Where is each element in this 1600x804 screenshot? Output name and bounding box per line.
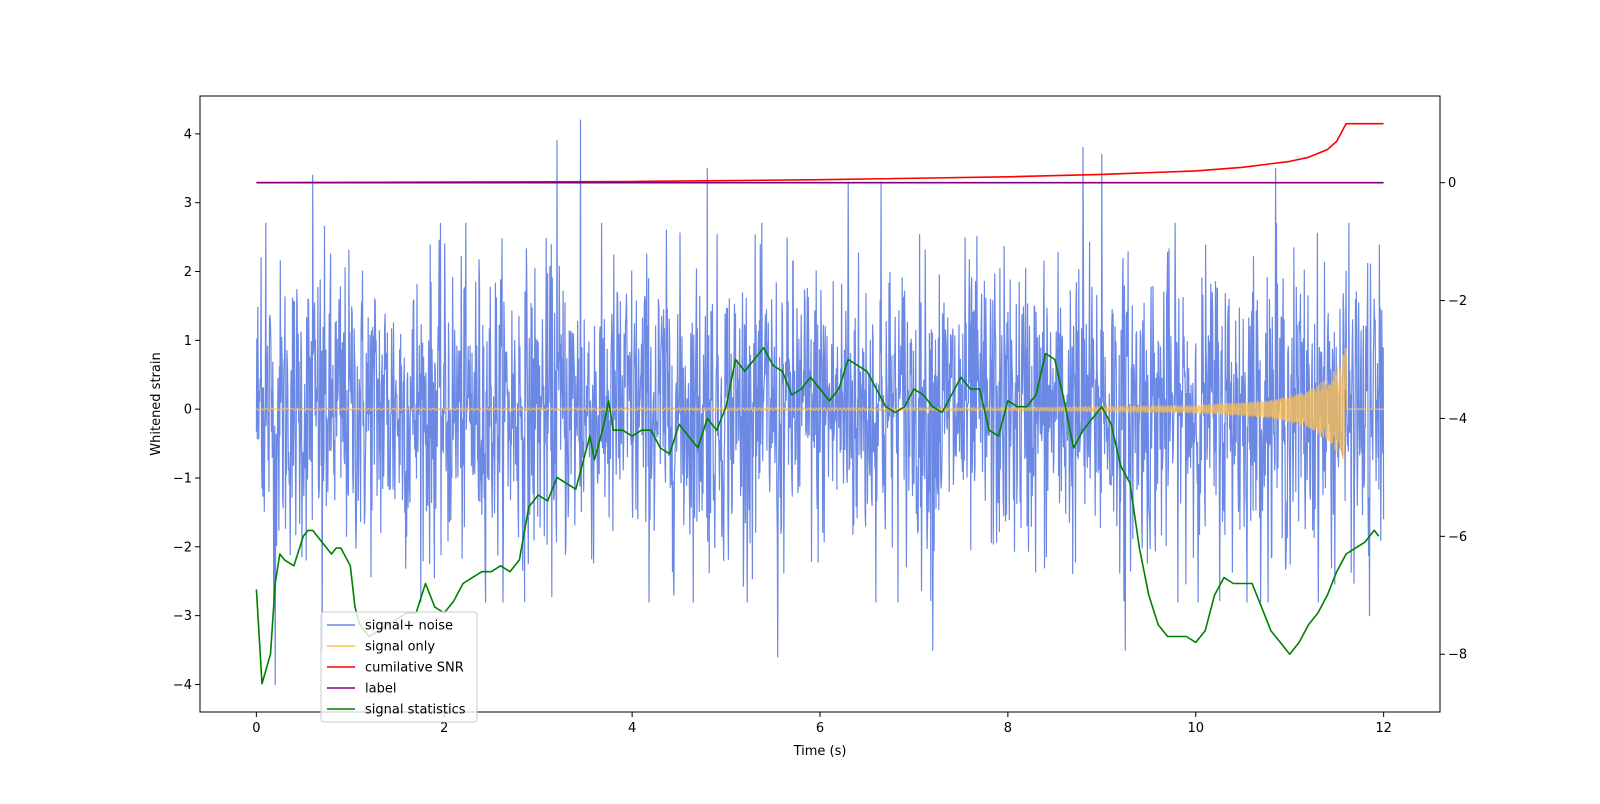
y-tick-label: 4 <box>184 127 192 142</box>
y-tick-label: −3 <box>173 609 192 624</box>
y-tick-label: −1 <box>173 471 192 486</box>
x-tick-label: 6 <box>816 721 824 736</box>
x-tick-label: 10 <box>1187 721 1204 736</box>
series-signal-noise-line <box>255 119 1385 686</box>
series-layer <box>255 119 1385 686</box>
x-tick-label: 0 <box>252 721 260 736</box>
y-tick-label: 0 <box>184 403 192 418</box>
x-tick-label: 8 <box>1004 721 1012 736</box>
legend-label-signal-only: signal only <box>365 640 435 655</box>
legend-label-signal-statistics: signal statistics <box>365 703 466 718</box>
series-signal-only-line <box>255 347 1384 460</box>
y2-tick-label: −6 <box>1448 530 1467 545</box>
y-tick-label: 1 <box>184 334 192 349</box>
y2-tick-label: −2 <box>1448 294 1467 309</box>
y-tick-label: −4 <box>173 678 192 693</box>
y-tick-label: 2 <box>184 265 192 280</box>
x-tick-label: 2 <box>440 721 448 736</box>
y-tick-label: −2 <box>173 540 192 555</box>
y-tick-label: 3 <box>184 196 192 211</box>
legend-box <box>320 611 478 723</box>
x-tick-label: 12 <box>1375 721 1392 736</box>
y-axis-right: −8 −6 −4 −2 0 <box>1440 176 1467 663</box>
x-axis-label: Time (s) <box>793 744 847 759</box>
series-cumilative-snr-line <box>256 122 1384 184</box>
legend-label-label: label <box>365 682 396 697</box>
y2-tick-label: −8 <box>1448 648 1467 663</box>
legend-label-signal-noise: signal+ noise <box>365 619 453 634</box>
y-axis-left: −4 −3 −2 −1 0 1 2 3 4 <box>173 127 200 693</box>
y-axis-label: Whitened strain <box>149 352 164 455</box>
x-tick-label: 4 <box>628 721 636 736</box>
legend: signal+ noise signal only cumilative SNR la… <box>320 611 478 723</box>
y2-tick-label: 0 <box>1448 176 1456 191</box>
legend-label-cumilative-snr: cumilative SNR <box>365 661 464 676</box>
y2-tick-label: −4 <box>1448 412 1467 427</box>
